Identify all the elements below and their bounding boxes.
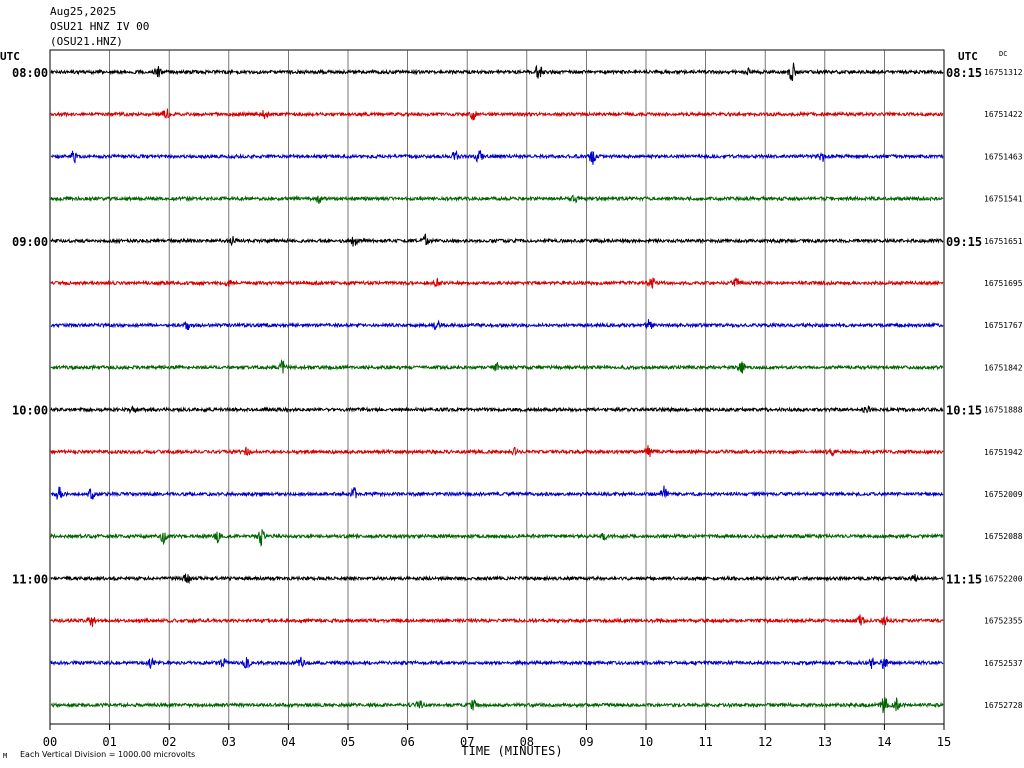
seismic-trace (50, 656, 944, 670)
trace-offset-label: 16752355 (984, 617, 1023, 626)
trace-offset-label: 16751541 (984, 195, 1023, 204)
utc-right-label: UTC (958, 50, 978, 63)
trace-offset-label: 16752537 (984, 659, 1023, 668)
trace-offset-label: 16751842 (984, 363, 1023, 372)
x-tick-label: 01 (102, 735, 116, 749)
x-tick-label: 15 (937, 735, 951, 749)
right-time-label: 08:15 (946, 66, 982, 80)
trace-offset-label: 16751422 (984, 110, 1023, 119)
trace-offset-label: 16751312 (984, 68, 1023, 77)
trace-offset-label: 16752009 (984, 490, 1023, 499)
header-date: Aug25,2025 (50, 5, 117, 18)
x-tick-label: 10 (639, 735, 653, 749)
x-tick-label: 09 (579, 735, 593, 749)
seismic-trace (50, 445, 944, 458)
trace-offset-label: 16752200 (984, 574, 1023, 583)
utc-left-label: UTC (0, 50, 20, 63)
left-time-label: 11:00 (12, 572, 48, 586)
right-time-label: 10:15 (946, 404, 982, 418)
x-tick-label: 06 (400, 735, 414, 749)
dc-label: DC (999, 50, 1008, 58)
seismic-trace (50, 358, 944, 374)
plot-frame (49, 49, 945, 725)
seismic-trace (50, 194, 944, 204)
header-channel: (OSU21.HNZ) (50, 35, 123, 48)
footer-scale-note: Each Vertical Division = 1000.00 microvo… (20, 750, 196, 759)
trace-offset-label: 16751651 (984, 237, 1023, 246)
right-time-label: 09:15 (946, 235, 982, 249)
seismic-trace (50, 108, 944, 121)
right-time-label: 11:15 (946, 572, 982, 586)
seismic-trace (50, 62, 944, 81)
seismic-trace (50, 573, 944, 585)
seismic-trace (50, 485, 944, 500)
x-tick-label: 12 (758, 735, 772, 749)
trace-offset-label: 16751463 (984, 152, 1023, 161)
seismic-trace (50, 529, 944, 547)
left-time-label: 08:00 (12, 66, 48, 80)
seismic-trace (50, 149, 944, 165)
seismic-trace (50, 233, 944, 247)
x-tick-label: 05 (341, 735, 355, 749)
footer-mark: M (3, 752, 8, 760)
seismic-trace (50, 277, 944, 289)
x-tick-label: 02 (162, 735, 176, 749)
seismic-trace (50, 614, 944, 627)
header-station: OSU21 HNZ IV 00 (50, 20, 150, 33)
x-tick-label: 03 (222, 735, 236, 749)
trace-offset-label: 16751767 (984, 321, 1023, 330)
trace-offset-label: 16751942 (984, 448, 1023, 457)
x-tick-label: 11 (698, 735, 712, 749)
seismic-trace (50, 697, 944, 714)
x-tick-label: 13 (818, 735, 832, 749)
left-time-label: 10:00 (12, 404, 48, 418)
x-tick-label: 14 (877, 735, 891, 749)
x-axis-title: TIME (MINUTES) (461, 744, 563, 758)
x-tick-label: 07 (460, 735, 474, 749)
left-time-label: 09:00 (12, 235, 48, 249)
x-axis-title-wrap: TIME (MINUTES) (0, 744, 1024, 758)
trace-offset-label: 16752728 (984, 701, 1023, 710)
x-tick-label: 00 (43, 735, 57, 749)
trace-offset-label: 16751695 (984, 279, 1023, 288)
trace-offset-label: 16751888 (984, 406, 1023, 415)
trace-offset-label: 16752088 (984, 532, 1023, 541)
x-tick-label: 04 (281, 735, 295, 749)
x-tick-label: 08 (520, 735, 534, 749)
seismic-trace (50, 319, 944, 331)
seismic-trace (50, 405, 944, 415)
